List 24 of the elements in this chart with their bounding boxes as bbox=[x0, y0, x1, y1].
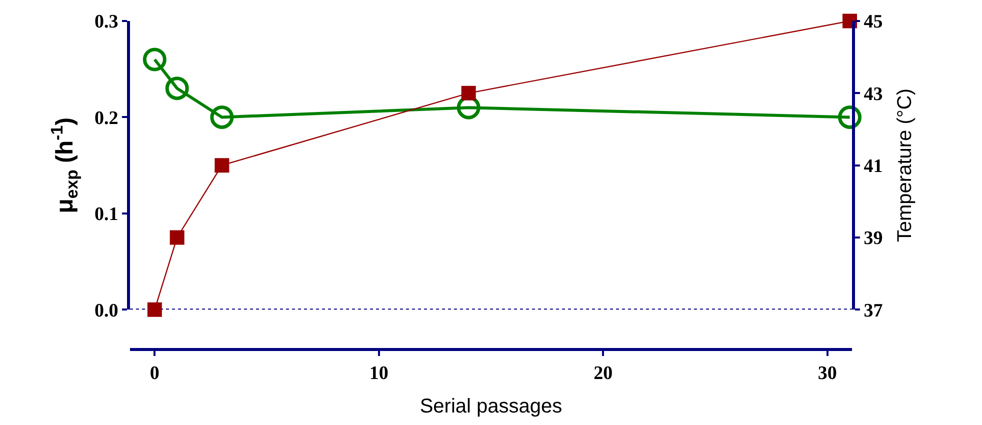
x-tick-label: 30 bbox=[818, 362, 837, 384]
point bbox=[838, 105, 862, 129]
y2-tick-label: 41 bbox=[864, 156, 883, 177]
x-tick-label: 0 bbox=[150, 362, 160, 384]
point bbox=[170, 230, 184, 245]
y2-tick-label: 43 bbox=[864, 84, 883, 105]
x-axis-title: Serial passages bbox=[420, 395, 562, 418]
point bbox=[461, 86, 476, 100]
y-tick-label: 0.3 bbox=[94, 12, 118, 33]
y2-tick-label: 39 bbox=[864, 228, 883, 250]
point bbox=[142, 48, 166, 72]
point bbox=[842, 14, 858, 28]
x-tick-label: 10 bbox=[369, 362, 388, 384]
y2-axis-title: Temperature (°C) bbox=[894, 88, 916, 242]
point bbox=[210, 105, 234, 129]
y-tick-label: 0.2 bbox=[94, 108, 118, 129]
point bbox=[214, 158, 230, 173]
x-tick-label: 20 bbox=[594, 362, 613, 384]
point bbox=[147, 302, 162, 317]
y-tick-label: 0.1 bbox=[94, 204, 118, 226]
point bbox=[165, 76, 189, 100]
y2-tick-label: 37 bbox=[864, 300, 884, 322]
y2-tick-label: 45 bbox=[864, 12, 883, 33]
y-tick-label: 0.0 bbox=[94, 300, 118, 322]
